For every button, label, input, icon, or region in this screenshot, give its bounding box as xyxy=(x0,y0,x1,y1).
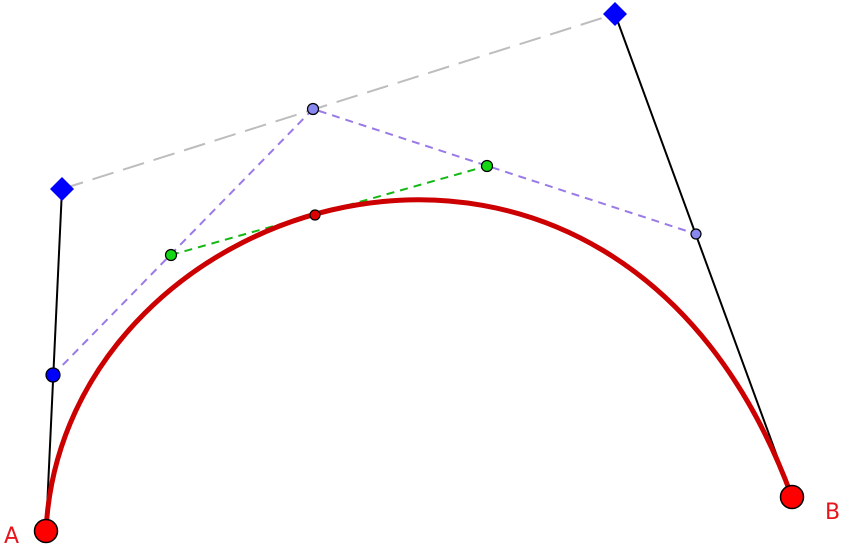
control-polygon-segment xyxy=(61,13,616,190)
control-point-1[interactable] xyxy=(50,177,74,201)
control-point-2[interactable] xyxy=(603,2,627,26)
label-b: B xyxy=(825,500,840,525)
endpoint-b[interactable] xyxy=(779,484,805,510)
construction-point-blue[interactable] xyxy=(45,367,61,383)
first-level-polyline xyxy=(52,107,697,376)
bezier-curve xyxy=(43,197,795,532)
construction-point-right xyxy=(690,228,702,240)
construction-point-green-left xyxy=(164,248,178,262)
label-a: A xyxy=(4,524,19,546)
tangent-handle-a xyxy=(45,188,63,532)
second-level-segment xyxy=(170,165,488,256)
endpoint-a[interactable] xyxy=(33,518,59,544)
construction-point-green-right xyxy=(480,159,494,173)
tangent-handle-b xyxy=(614,13,793,498)
curve-point xyxy=(309,209,321,221)
construction-point-top xyxy=(306,102,320,116)
